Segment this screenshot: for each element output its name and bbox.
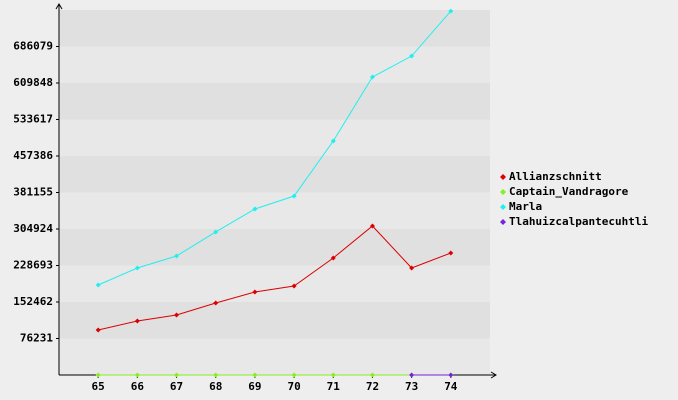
grid-band (59, 10, 490, 47)
point (213, 372, 219, 378)
y-tick-label: 609848 (13, 76, 53, 89)
x-axis-arrow (490, 371, 497, 379)
legend-label: Tlahuizcalpantecuhtli (509, 215, 648, 228)
grid-band (59, 338, 490, 375)
y-axis-arrow (55, 3, 63, 10)
point (134, 372, 140, 378)
point (369, 372, 375, 378)
point (409, 372, 415, 378)
point (369, 74, 375, 80)
point (213, 300, 219, 306)
x-tick-label: 74 (444, 380, 458, 393)
point (409, 265, 415, 271)
x-tick-label: 71 (327, 380, 341, 393)
point (174, 372, 180, 378)
legend-marker (500, 219, 506, 225)
grid-band (59, 229, 490, 266)
legend-label: Captain_Vandragore (509, 185, 629, 198)
y-tick-label: 533617 (13, 113, 53, 126)
point (291, 372, 297, 378)
point (95, 327, 101, 333)
y-tick-label: 76231 (20, 332, 53, 345)
x-tick-label: 70 (287, 380, 300, 393)
y-tick-label: 457386 (13, 149, 53, 162)
series-line (97, 10, 452, 286)
grid-band (59, 119, 490, 156)
series-line (98, 225, 451, 331)
point (291, 283, 297, 289)
y-tick-label: 228693 (13, 259, 53, 272)
point (95, 372, 101, 378)
point (213, 229, 219, 235)
x-tick-label: 69 (248, 380, 261, 393)
y-tick-label: 686079 (13, 40, 53, 53)
point (330, 372, 336, 378)
point (448, 250, 454, 256)
legend-marker (500, 189, 506, 195)
grid-band (59, 192, 490, 229)
grid-band (59, 302, 490, 339)
x-tick-label: 66 (131, 380, 145, 393)
x-tick-label: 67 (170, 380, 183, 393)
x-tick-label: 72 (366, 380, 379, 393)
y-tick-label: 304924 (13, 222, 53, 235)
x-tick-label: 68 (209, 380, 222, 393)
point (409, 53, 415, 59)
grid-band (59, 46, 490, 83)
point (448, 8, 454, 14)
x-tick-label: 65 (92, 380, 105, 393)
point (174, 312, 180, 318)
legend-marker (500, 174, 506, 180)
point (174, 253, 180, 259)
point (330, 138, 336, 144)
point (95, 282, 101, 288)
legend-marker (500, 204, 506, 210)
grid-band (59, 156, 490, 193)
point (134, 265, 140, 271)
point (369, 223, 375, 229)
point (448, 372, 454, 378)
point (252, 289, 258, 295)
grid-band (59, 83, 490, 120)
point (330, 255, 336, 261)
legend-label: Allianzschnitt (509, 170, 602, 183)
point (291, 193, 297, 199)
legend-label: Marla (509, 200, 542, 213)
y-tick-label: 152462 (13, 295, 53, 308)
point (252, 206, 258, 212)
point (134, 318, 140, 324)
x-tick-label: 73 (405, 380, 418, 393)
y-tick-label: 381155 (13, 186, 53, 199)
point (252, 372, 258, 378)
grid-band (59, 265, 490, 302)
